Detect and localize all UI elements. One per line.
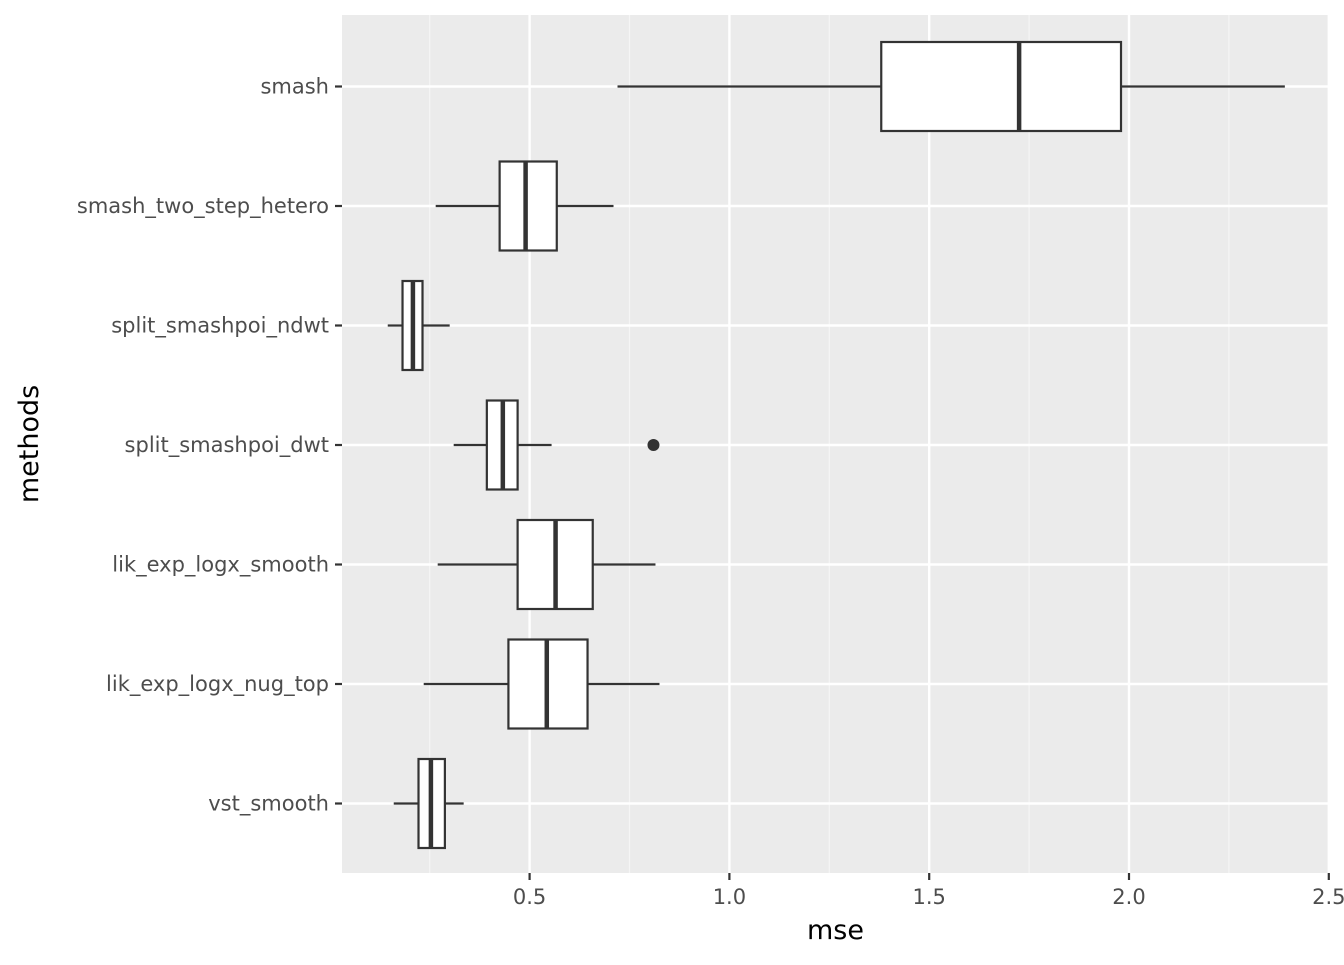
y-tick-label: lik_exp_logx_nug_top — [106, 672, 329, 697]
box-group-split_smashpoi_dwt — [453, 399, 660, 491]
x-tick-label: 0.5 — [513, 885, 546, 909]
x-tick-label: 2.0 — [1112, 885, 1145, 909]
boxplot-series — [387, 40, 1285, 850]
box-group-split_smashpoi_ndwt — [387, 279, 450, 372]
y-tick-label: smash — [260, 75, 329, 99]
box-group-lik_exp_logx_nug_top — [423, 638, 660, 730]
y-axis: smash smash_two_step_hetero split_smashpoi… — [77, 75, 342, 817]
x-tick-label: 1.5 — [912, 885, 945, 909]
y-tick-label: vst_smooth — [208, 792, 329, 817]
box-iqr — [880, 40, 1123, 133]
box-group-smash — [617, 40, 1285, 133]
y-axis-title: methods — [14, 385, 45, 503]
outlier-point — [647, 439, 660, 451]
box-group-vst_smooth — [393, 757, 464, 850]
x-tick-label: 1.0 — [713, 885, 746, 909]
x-axis: 0.5 1.0 1.5 2.0 2.5 — [513, 873, 1344, 909]
x-tick-label: 2.5 — [1312, 885, 1344, 909]
y-tick-label: split_smashpoi_ndwt — [111, 314, 329, 339]
x-axis-title: mse — [807, 915, 864, 946]
y-tick-label: split_smashpoi_dwt — [125, 433, 329, 458]
box-group-lik_exp_logx_smooth — [437, 518, 656, 611]
y-tick-label: lik_exp_logx_smooth — [112, 553, 329, 578]
box-iqr — [498, 160, 558, 252]
y-tick-label: smash_two_step_hetero — [77, 194, 329, 219]
box-group-smash_two_step_hetero — [435, 160, 614, 252]
